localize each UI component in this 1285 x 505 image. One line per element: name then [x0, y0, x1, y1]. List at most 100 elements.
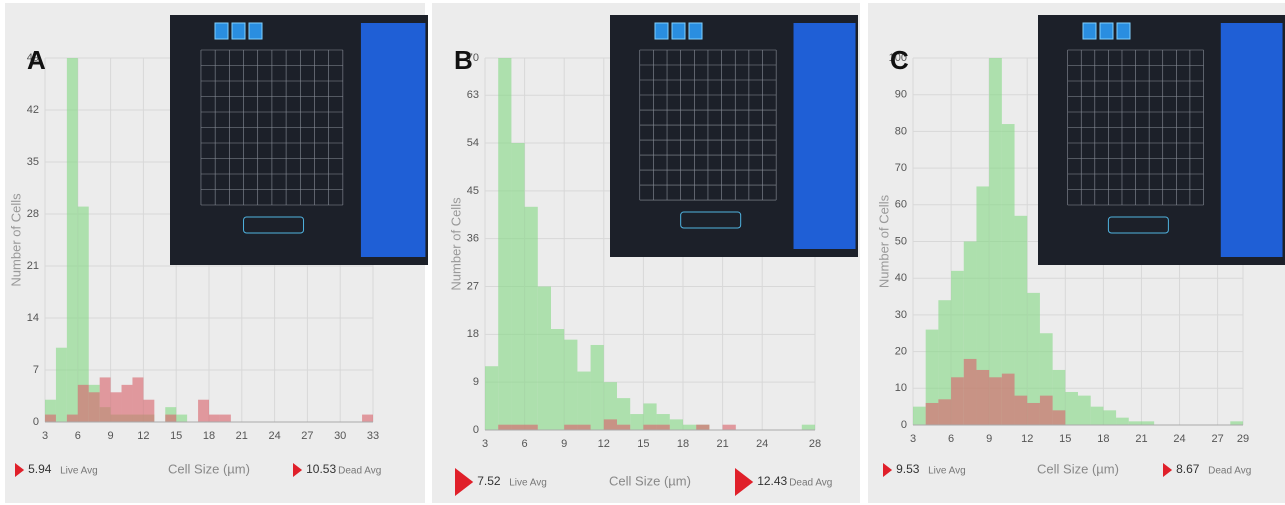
y-tick-label: 90 — [895, 89, 907, 101]
histogram-bar — [67, 415, 78, 422]
y-tick-label: 80 — [895, 125, 907, 137]
y-tick-label: 30 — [895, 309, 907, 321]
histogram-bar — [132, 377, 143, 422]
y-tick-label: 14 — [27, 312, 39, 324]
histogram-bar — [525, 425, 538, 430]
x-tick-label: 33 — [367, 430, 379, 442]
histogram-bar — [498, 58, 511, 430]
histogram-bar — [617, 425, 630, 430]
x-tick-label: 9 — [986, 433, 992, 445]
y-axis-label: Number of Cells — [448, 197, 463, 291]
y-tick-label: 63 — [467, 89, 479, 101]
y-tick-label: 50 — [895, 235, 907, 247]
x-tick-label: 15 — [1059, 433, 1071, 445]
histogram-bar — [604, 419, 617, 430]
histogram-bar — [696, 425, 709, 430]
inset-side-panel — [794, 23, 856, 249]
histogram-bar — [1078, 396, 1091, 425]
x-tick-label: 21 — [236, 430, 248, 442]
panel-letter: C — [890, 45, 909, 75]
panel-letter: B — [454, 45, 473, 75]
y-tick-label: 21 — [27, 260, 39, 272]
histogram-bar — [1040, 396, 1053, 425]
x-tick-label: 28 — [809, 438, 821, 450]
y-tick-label: 0 — [33, 416, 39, 428]
average-value: 7.52 — [477, 474, 501, 488]
histogram-bar — [670, 419, 683, 430]
y-tick-label: 60 — [895, 199, 907, 211]
histogram-bar — [220, 415, 231, 422]
y-tick-label: 20 — [895, 346, 907, 358]
y-tick-label: 18 — [467, 328, 479, 340]
histogram-bar — [591, 345, 604, 430]
inset-side-panel — [361, 23, 426, 257]
histogram-bar — [176, 415, 187, 422]
x-tick-label: 6 — [948, 433, 954, 445]
x-tick-label: 3 — [42, 430, 48, 442]
histogram-bar — [1230, 421, 1243, 425]
average-value: 10.53 — [306, 462, 336, 476]
x-tick-label: 6 — [75, 430, 81, 442]
x-tick-label: 27 — [301, 430, 313, 442]
histogram-bar — [913, 407, 926, 425]
y-tick-label: 40 — [895, 272, 907, 284]
x-tick-label: 30 — [334, 430, 346, 442]
y-tick-label: 28 — [27, 208, 39, 220]
histogram-bar — [1103, 410, 1116, 425]
x-tick-label: 18 — [1097, 433, 1109, 445]
average-value: 5.94 — [28, 462, 52, 476]
histogram-bar — [564, 425, 577, 430]
average-label: Live Avg — [509, 478, 547, 489]
histogram-bar — [802, 425, 815, 430]
x-tick-label: 21 — [1135, 433, 1147, 445]
y-tick-label: 36 — [467, 233, 479, 245]
histogram-bar — [1065, 392, 1078, 425]
y-axis-label: Number of Cells — [876, 194, 891, 288]
x-tick-label: 18 — [203, 430, 215, 442]
x-tick-label: 24 — [756, 438, 768, 450]
inset-tab — [672, 23, 685, 39]
histogram-bar — [964, 359, 977, 425]
histogram-bar — [525, 207, 538, 430]
inset-tab — [232, 23, 245, 39]
x-tick-label: 9 — [108, 430, 114, 442]
y-tick-label: 0 — [473, 424, 479, 436]
inset-tab — [1100, 23, 1113, 39]
histogram-bar — [362, 415, 373, 422]
histogram-bar — [122, 385, 133, 422]
x-tick-label: 3 — [910, 433, 916, 445]
histogram-bar — [143, 400, 154, 422]
x-tick-label: 24 — [1173, 433, 1185, 445]
inset-tab — [1117, 23, 1130, 39]
histogram-bar — [100, 377, 111, 422]
x-tick-label: 6 — [522, 438, 528, 450]
y-tick-label: 7 — [33, 364, 39, 376]
y-tick-label: 54 — [467, 137, 479, 149]
x-tick-label: 12 — [1021, 433, 1033, 445]
inset-tab — [249, 23, 262, 39]
histogram-bar — [1015, 396, 1028, 425]
histogram-bar — [683, 425, 696, 430]
x-tick-label: 24 — [268, 430, 280, 442]
x-tick-label: 15 — [637, 438, 649, 450]
histogram-bar — [67, 58, 78, 422]
x-tick-label: 3 — [482, 438, 488, 450]
histogram-bar — [498, 425, 511, 430]
histogram-bar — [511, 425, 524, 430]
average-label: Dead Avg — [789, 478, 832, 489]
inset-tab — [655, 23, 668, 39]
histogram-bar — [630, 414, 643, 430]
x-tick-label: 15 — [170, 430, 182, 442]
average-label: Dead Avg — [1208, 466, 1251, 477]
histogram-bar — [1116, 418, 1129, 425]
inset-tab — [689, 23, 702, 39]
figure: 071421283542493691215182124273033Number … — [0, 0, 1285, 505]
average-label: Live Avg — [60, 466, 98, 477]
histogram-bar — [538, 287, 551, 430]
histogram-bar — [198, 400, 209, 422]
histogram-bar — [89, 392, 100, 422]
average-label: Live Avg — [928, 466, 966, 477]
histogram-bar — [577, 425, 590, 430]
histogram-bar — [657, 425, 670, 430]
histogram-bar — [551, 329, 564, 430]
